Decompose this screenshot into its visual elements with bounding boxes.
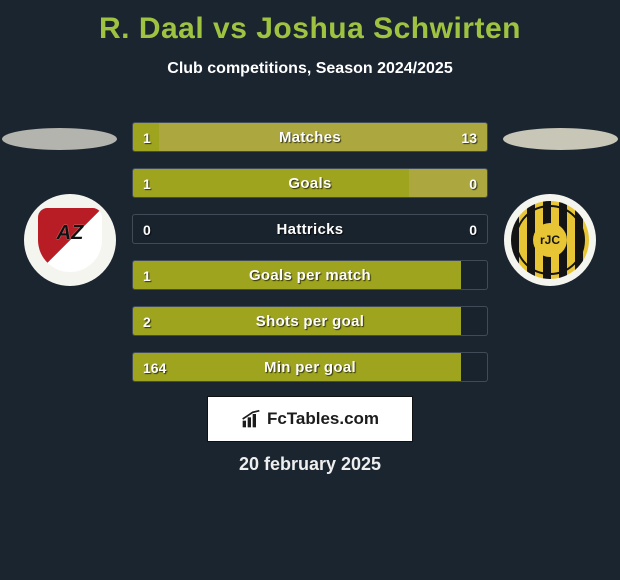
right-player-marker (503, 128, 618, 150)
stat-row: 2Shots per goal (132, 306, 488, 336)
stat-row: 164Min per goal (132, 352, 488, 382)
stat-label: Goals per match (133, 261, 487, 290)
right-club-badge: rJC (504, 194, 596, 286)
stat-label: Min per goal (133, 353, 487, 382)
left-player-marker (2, 128, 117, 150)
stats-container: 113Matches 10Goals 00Hattricks 1Goals per m… (132, 122, 488, 398)
stat-label: Matches (133, 123, 487, 152)
stat-row: 1Goals per match (132, 260, 488, 290)
roda-logo-text: rJC (533, 223, 567, 257)
stat-label: Hattricks (133, 215, 487, 244)
fctables-watermark: FcTables.com (207, 396, 413, 442)
stat-row: 113Matches (132, 122, 488, 152)
az-logo-text: AZ (38, 222, 102, 245)
fctables-icon (241, 409, 261, 429)
left-club-badge: AZ (24, 194, 116, 286)
roda-logo: rJC (511, 201, 589, 279)
fctables-label: FcTables.com (267, 409, 379, 429)
comparison-title: R. Daal vs Joshua Schwirten (0, 0, 620, 46)
footer-date: 20 february 2025 (0, 454, 620, 475)
stat-label: Goals (133, 169, 487, 198)
comparison-subtitle: Club competitions, Season 2024/2025 (0, 60, 620, 78)
stat-row: 00Hattricks (132, 214, 488, 244)
stat-label: Shots per goal (133, 307, 487, 336)
stat-row: 10Goals (132, 168, 488, 198)
az-logo: AZ (38, 208, 102, 272)
